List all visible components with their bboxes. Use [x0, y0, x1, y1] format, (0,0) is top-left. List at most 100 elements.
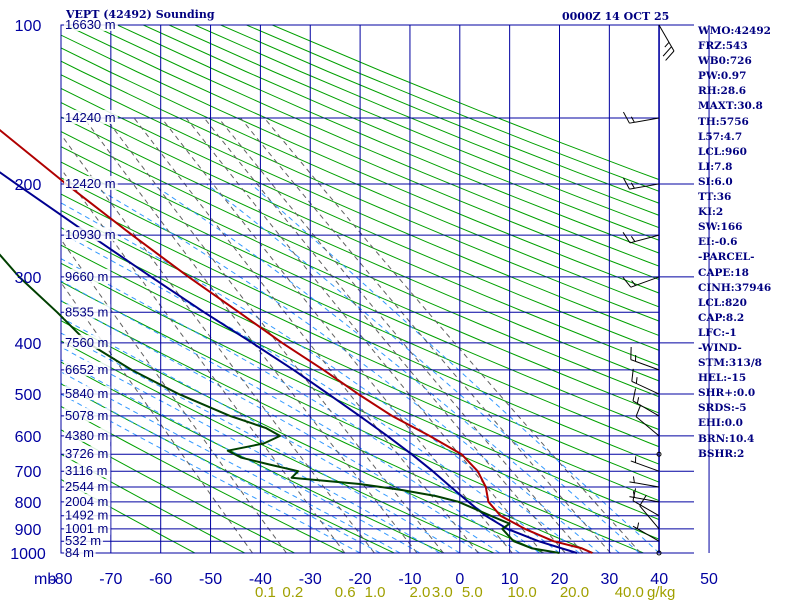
barb-feather — [622, 276, 632, 288]
mixing-ratio-line — [61, 168, 346, 553]
height-label: 5840 m — [65, 386, 108, 401]
index-item: WMO:42492 — [698, 25, 771, 37]
mixing-ratio-label: 3.0 — [432, 584, 453, 600]
height-label-bg — [64, 109, 118, 124]
height-label: 16630 m — [65, 17, 116, 32]
barb-half-feather — [664, 41, 670, 48]
height-label: 1001 m — [65, 521, 108, 536]
barb-shaft — [632, 500, 660, 517]
height-label: 6652 m — [65, 362, 108, 377]
height-label: 2004 m — [65, 494, 108, 509]
height-label-bg — [64, 446, 111, 461]
index-item: LCL:960 — [698, 145, 747, 158]
mixing-ratio-line — [161, 117, 513, 553]
mixing-ratio-label: 2.0 — [409, 584, 430, 600]
moist-adiabat — [88, 183, 600, 553]
height-label-bg — [64, 407, 111, 422]
dry-adiabat — [61, 383, 395, 553]
wind-barbs — [622, 24, 675, 556]
barb-feather — [631, 368, 634, 382]
index-item: TH:5756 — [698, 115, 749, 128]
index-item: KI:2 — [698, 206, 724, 219]
dry-adiabat — [61, 101, 659, 366]
barb-feather — [665, 50, 675, 61]
moist-adiabat — [206, 183, 640, 553]
mixing-ratio-unit: g/kg — [647, 584, 675, 600]
stability-indices: WMO:42492 FRZ:543 WB0:726 PW:0.97 RH:28.6 MAX… — [698, 24, 771, 462]
height-label-bg — [64, 507, 111, 522]
calm-circle — [656, 550, 662, 556]
index-item: BSHR:2 — [698, 447, 745, 460]
barb-shaft — [639, 505, 660, 530]
height-label-bg — [64, 520, 111, 535]
barb-feather — [622, 111, 630, 124]
temp-tick-label: 20 — [551, 571, 569, 588]
height-label: 1492 m — [65, 508, 108, 523]
dry-adiabat — [61, 34, 659, 294]
index-item: -PARCEL- — [698, 251, 755, 264]
mixing-ratio-label: 0.6 — [335, 584, 356, 600]
temp-tick-label: -70 — [99, 571, 122, 588]
mixing-ratio-label: 40.0 — [615, 584, 644, 600]
mixing-ratio-label: 0.1 — [255, 584, 276, 600]
height-label-bg — [64, 175, 118, 190]
barb-half-feather — [630, 236, 636, 242]
index-item: CINH:37946 — [698, 281, 772, 294]
moist-adiabat — [61, 280, 520, 553]
temp-tick-label: 50 — [700, 571, 718, 588]
index-item: SI:6.0 — [698, 175, 733, 188]
temp-tick-label: -40 — [249, 571, 272, 588]
moist-adiabat — [61, 393, 361, 553]
barb-half-feather — [635, 377, 638, 384]
barb-half-feather — [630, 116, 635, 123]
barb-half-feather — [632, 476, 635, 483]
temp-tick-label: 0 — [455, 571, 464, 588]
height-label-bg — [64, 361, 111, 376]
index-item: LFC:-1 — [698, 326, 737, 339]
barb-half-feather — [636, 397, 640, 404]
mixing-ratio-line — [240, 117, 611, 553]
height-label-bg — [64, 17, 118, 31]
barb-shaft — [635, 416, 660, 437]
pressure-label: 1000 — [10, 546, 46, 563]
height-label: 7560 m — [65, 335, 108, 350]
height-label-bg — [64, 463, 111, 478]
height-label: 9660 m — [65, 269, 108, 284]
temp-tick-label: 10 — [501, 571, 519, 588]
barb-feather — [622, 177, 630, 190]
height-label-bg — [64, 268, 111, 283]
height-label-bg — [64, 427, 111, 442]
height-label-bg — [64, 334, 111, 349]
dry-adiabat — [61, 193, 659, 465]
barb-feather — [639, 494, 647, 507]
index-item: L57:4.7 — [698, 130, 743, 143]
index-item: BRN:10.4 — [698, 432, 755, 445]
temp-tick-label: 40 — [650, 571, 668, 588]
index-item: CAPE:18 — [698, 266, 749, 279]
index-item: SHR+:0.0 — [698, 387, 756, 400]
barb-feather — [632, 488, 637, 501]
dry-adiabat — [61, 60, 659, 322]
mixing-ratio-line — [61, 238, 287, 553]
dry-adiabat — [61, 146, 659, 414]
pressure-label: 800 — [15, 495, 42, 512]
barb-feather — [632, 388, 637, 402]
height-label: 5078 m — [65, 408, 108, 423]
height-label: 3116 m — [65, 463, 107, 478]
chart-datetime: 0000Z 14 OCT 25 — [562, 10, 670, 23]
mixing-ratio-line — [105, 117, 444, 553]
height-label-bg — [64, 545, 96, 559]
height-label: 10930 m — [65, 227, 116, 242]
mixing-ratio-label: 0.2 — [282, 584, 303, 600]
pressure-label: 300 — [15, 270, 42, 287]
pressure-label: 700 — [15, 464, 42, 481]
index-item: SW:166 — [698, 221, 743, 234]
pressure-label: 400 — [15, 336, 42, 353]
dry-adiabat — [61, 177, 659, 448]
mixing-ratio-label: 1.0 — [365, 584, 386, 600]
pressure-label: 600 — [15, 429, 42, 446]
pressure-label: 200 — [15, 177, 42, 194]
mixing-ratio-line — [61, 281, 253, 553]
